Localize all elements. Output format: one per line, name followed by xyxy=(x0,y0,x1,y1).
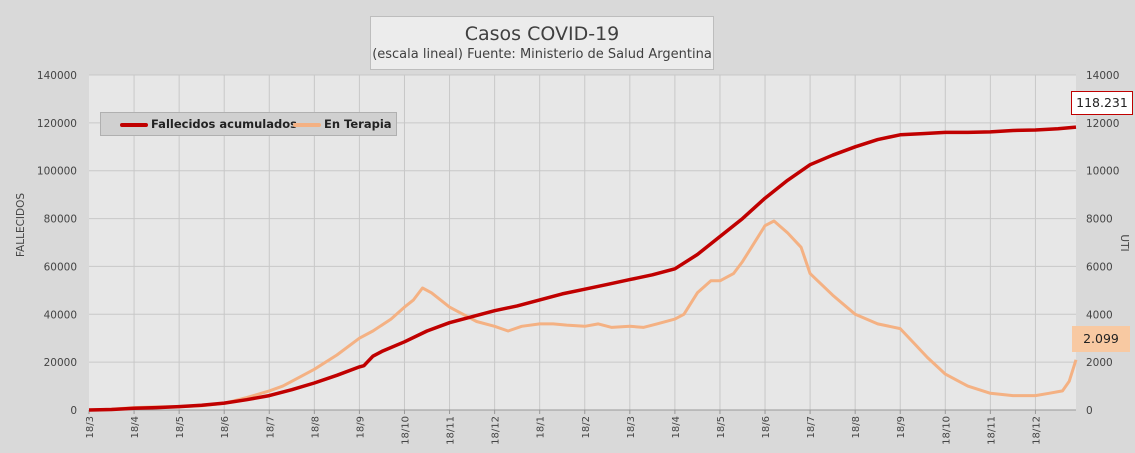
y-axis-label: FALLECIDOS xyxy=(15,193,27,257)
x-tick-label: 18/12 xyxy=(1031,416,1042,445)
y2-tick-label: 14000 xyxy=(1086,70,1119,82)
y2-tick-label: 4000 xyxy=(1086,309,1113,321)
x-tick-label: 18/11 xyxy=(446,416,457,445)
y2-tick-label: 2000 xyxy=(1086,357,1113,369)
y-tick-label: 20000 xyxy=(44,357,77,369)
x-tick-label: 18/7 xyxy=(806,416,817,438)
y-tick-label: 100000 xyxy=(37,166,77,178)
x-tick-label: 18/4 xyxy=(671,416,682,438)
legend-swatch-fallecidos xyxy=(120,123,148,127)
y-tick-label: 60000 xyxy=(44,261,77,273)
y2-tick-label: 0 xyxy=(1086,405,1093,417)
y-tick-label: 80000 xyxy=(44,214,77,226)
x-tick-label: 18/3 xyxy=(626,416,637,438)
terapia-last-value-badge: 2.099 xyxy=(1072,326,1130,352)
chart-title-box: Casos COVID-19 (escala lineal) Fuente: M… xyxy=(370,16,714,70)
x-tick-label: 18/5 xyxy=(716,416,727,438)
legend-swatch-terapia xyxy=(293,123,321,127)
x-tick-label: 18/10 xyxy=(941,416,952,445)
x-tick-label: 18/6 xyxy=(761,416,772,438)
x-axis: 18/3 18/4 18/5 18/6 18/7 18/8 18/9 18/10 18/11 18… xyxy=(85,410,1042,445)
y-tick-label: 0 xyxy=(70,405,77,417)
x-tick-label: 18/9 xyxy=(355,416,366,438)
x-tick-label: 18/6 xyxy=(220,416,231,438)
fallecidos-last-value-badge: 118.231 xyxy=(1071,91,1133,115)
chart-title: Casos COVID-19 xyxy=(464,23,620,45)
y2-tick-label: 12000 xyxy=(1086,118,1119,130)
x-tick-label: 18/8 xyxy=(310,416,321,438)
y-tick-label: 40000 xyxy=(44,309,77,321)
series-line-fallecidos-acumulados xyxy=(88,125,1077,412)
x-tick-label: 18/2 xyxy=(581,416,592,438)
x-tick-label: 18/4 xyxy=(130,416,141,438)
x-tick-label: 18/7 xyxy=(265,416,276,438)
y2-tick-label: 10000 xyxy=(1086,166,1119,178)
y-axis-left: 0 20000 40000 60000 80000 100000 120000 140000 xyxy=(37,70,77,417)
y2-tick-label: 6000 xyxy=(1086,261,1113,273)
x-tick-label: 18/8 xyxy=(851,416,862,438)
series-line-en-terapia xyxy=(88,219,1078,412)
x-tick-label: 18/5 xyxy=(175,416,186,438)
legend: Fallecidos acumulados En Terapia xyxy=(100,112,397,136)
x-tick-label: 18/11 xyxy=(986,416,997,445)
x-tick-label: 18/9 xyxy=(896,416,907,438)
y-axis-right: 0 2000 4000 6000 8000 10000 12000 14000 xyxy=(1086,70,1119,417)
legend-label-terapia: En Terapia xyxy=(324,117,392,131)
x-tick-label: 18/3 xyxy=(85,416,96,438)
y2-tick-label: 8000 xyxy=(1086,214,1113,226)
y2-axis-label: UTI xyxy=(1118,234,1130,251)
x-tick-label: 18/10 xyxy=(400,416,411,445)
x-tick-label: 18/12 xyxy=(491,416,502,445)
chart-subtitle: (escala lineal) Fuente: Ministerio de Sa… xyxy=(372,47,712,62)
y-tick-label: 120000 xyxy=(37,118,77,130)
legend-label-fallecidos: Fallecidos acumulados xyxy=(151,117,297,131)
y-tick-label: 140000 xyxy=(37,70,77,82)
x-tick-label: 18/1 xyxy=(536,416,547,438)
